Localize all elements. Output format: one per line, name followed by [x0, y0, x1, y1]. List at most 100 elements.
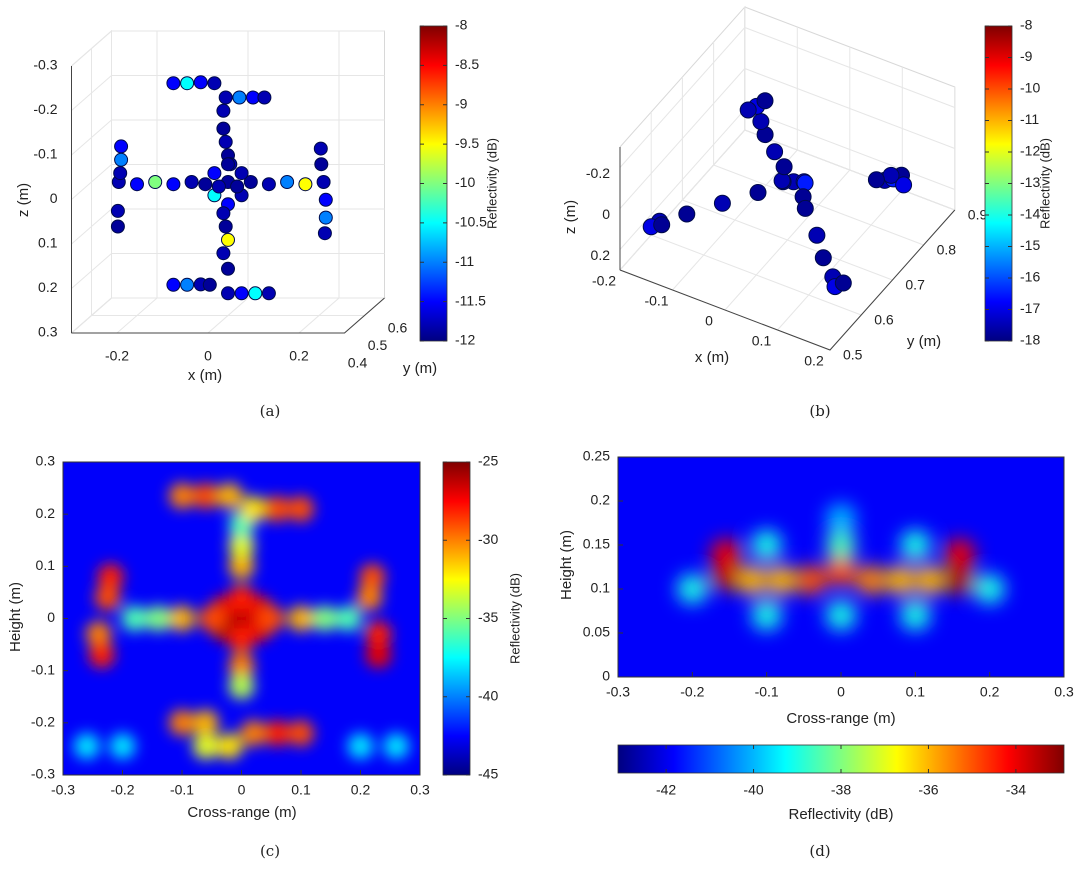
- heat-spot: [736, 565, 767, 596]
- x-tick-label: -0.2: [105, 348, 129, 364]
- heat-spot: [335, 605, 362, 632]
- colorbar-tick-label: -12: [455, 332, 475, 348]
- colorbar-label: Reflectivity (dB): [507, 573, 522, 664]
- point: [166, 76, 181, 91]
- point: [180, 277, 195, 292]
- z-tick-label: 0.2: [38, 279, 58, 295]
- caption: (c): [260, 842, 280, 860]
- y-tick-label: 0.2: [591, 492, 611, 508]
- colorbar: [442, 461, 471, 776]
- heat-spot: [766, 565, 797, 596]
- x-tick-label: -0.2: [110, 782, 134, 798]
- x-tick-label: -0.2: [592, 273, 616, 289]
- point: [198, 177, 213, 192]
- colorbar-tick-label: -34: [1006, 782, 1026, 798]
- y-tick-label: 0.1: [36, 557, 56, 573]
- grid-line: [71, 30, 385, 67]
- point: [166, 177, 181, 192]
- point: [193, 75, 208, 90]
- axis-line: [619, 209, 956, 351]
- heatmap: [73, 482, 410, 760]
- colorbar-tick-label: -38: [831, 782, 851, 798]
- y-tick-label: 0: [47, 609, 55, 625]
- colorbar-tick-label: -13: [1020, 174, 1040, 190]
- colorbar: [419, 25, 448, 342]
- heat-spot: [109, 733, 136, 760]
- y-tick-label: 0: [602, 668, 610, 684]
- colorbar-tick-label: -17: [1020, 300, 1040, 316]
- y-tick-label: -0.3: [31, 766, 55, 782]
- heat-spot: [228, 553, 255, 580]
- heatmap: [677, 503, 1005, 631]
- point: [257, 90, 272, 105]
- point: [261, 177, 276, 192]
- heat-spot: [383, 733, 410, 760]
- colorbar-tick-label: -11: [1020, 111, 1039, 127]
- z-axis-label: z (m): [15, 183, 32, 217]
- colorbar-label: Reflectivity (dB): [1037, 138, 1052, 229]
- point: [775, 158, 793, 176]
- point: [234, 166, 249, 181]
- z-tick-label: 0: [50, 190, 58, 206]
- grid-line: [71, 75, 385, 111]
- heat-spot: [216, 733, 243, 760]
- point: [218, 90, 233, 105]
- colorbar-tick-label: -35: [478, 609, 498, 625]
- colorbar: [617, 744, 1065, 774]
- point: [298, 177, 313, 192]
- x-tick-label: -0.3: [606, 684, 630, 700]
- x-tick-label: -0.2: [680, 684, 704, 700]
- heat-spot: [94, 584, 121, 611]
- point: [773, 172, 791, 190]
- point: [713, 194, 731, 212]
- point: [230, 179, 245, 194]
- point: [752, 113, 770, 130]
- heat-spot: [826, 503, 856, 534]
- y-axis-label: Height (m): [558, 530, 575, 600]
- axis-line: [71, 297, 385, 334]
- colorbar-tick-label: -10: [455, 174, 475, 190]
- grid-line: [619, 26, 955, 168]
- heat-spot: [826, 530, 856, 560]
- x-tick-label: 0.2: [980, 684, 1000, 700]
- y-axis-label: y (m): [403, 360, 437, 377]
- z-tick-label: 0.3: [38, 324, 58, 340]
- point: [216, 121, 231, 136]
- y-tick-label: 0.25: [583, 448, 610, 464]
- heat-spot: [751, 530, 782, 560]
- point: [130, 177, 144, 192]
- point: [318, 192, 333, 207]
- heat-spot: [198, 605, 225, 632]
- colorbar-tick-label: -45: [478, 766, 498, 782]
- colorbar-tick-label: -42: [656, 782, 676, 798]
- point: [314, 157, 329, 172]
- heat-spot: [228, 626, 255, 653]
- heat-spot: [85, 621, 112, 648]
- x-tick-label: 0: [837, 684, 845, 700]
- heat-spot: [228, 532, 255, 559]
- heat-spot: [710, 538, 741, 569]
- y-tick-label: 0.4: [348, 355, 368, 371]
- y-tick-label: 0.5: [843, 347, 863, 363]
- point: [234, 286, 249, 301]
- point: [318, 210, 333, 225]
- z-tick-label: -0.1: [33, 146, 57, 162]
- point: [216, 206, 231, 221]
- point: [313, 141, 328, 156]
- heatmap-spots: [73, 482, 410, 760]
- point: [749, 184, 767, 201]
- heat-spot: [356, 584, 383, 611]
- heat-spot: [365, 642, 392, 668]
- y-axis-label: Height (m): [7, 582, 24, 652]
- grid-line: [71, 164, 385, 200]
- x-tick-label: 0.2: [351, 782, 371, 798]
- heat-spot: [359, 563, 386, 590]
- grid-line: [71, 297, 385, 334]
- x-tick-label: -0.1: [170, 782, 194, 798]
- y-tick-label: 0.1: [591, 580, 611, 596]
- y-tick-label: 0.15: [583, 536, 610, 552]
- point: [114, 152, 129, 167]
- x-tick-label: 0: [238, 782, 246, 798]
- grid-line: [619, 67, 955, 209]
